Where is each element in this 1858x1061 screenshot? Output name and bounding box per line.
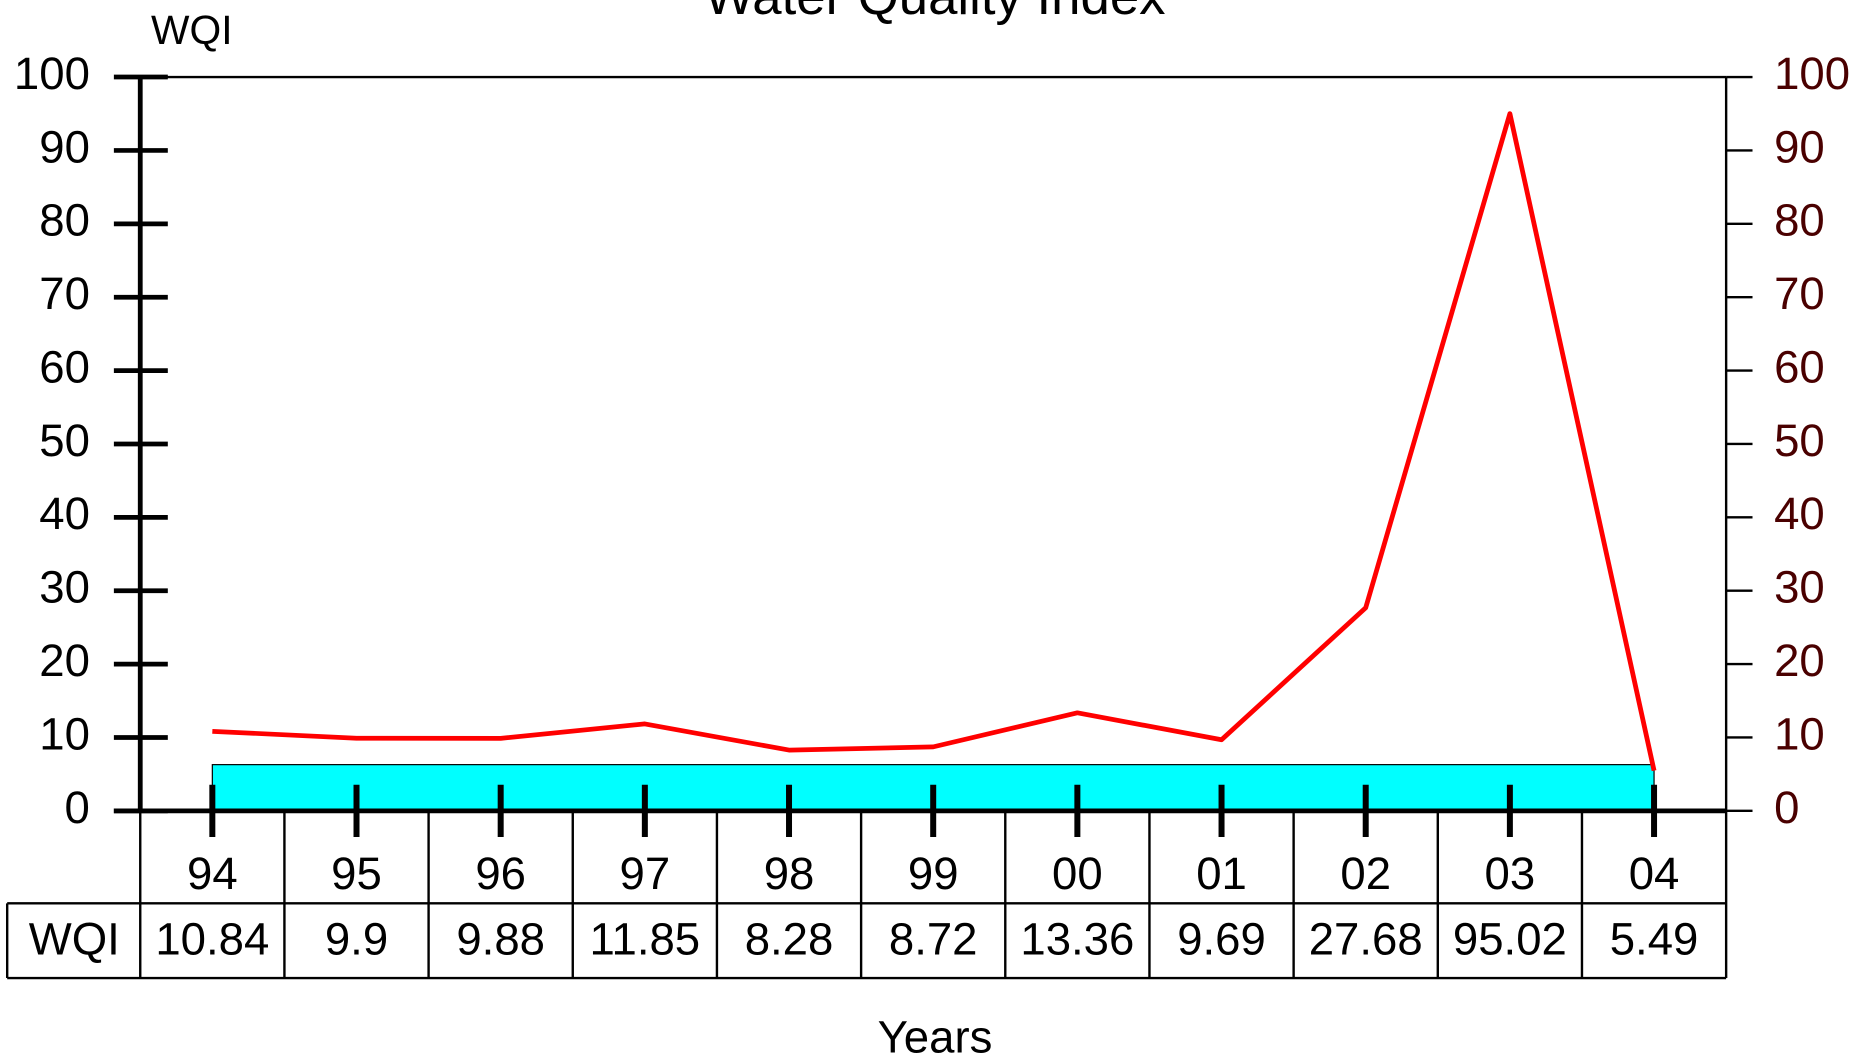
y-tick-label: 100	[14, 48, 90, 99]
x-tick-label: 95	[331, 848, 382, 899]
y-tick-label: 50	[39, 415, 90, 466]
y2-tick-label: 90	[1774, 122, 1825, 173]
x-tick-label: 94	[187, 848, 238, 899]
y-tick-label: 70	[39, 268, 90, 319]
x-tick-label: 97	[620, 848, 671, 899]
table-row-label: WQI	[29, 914, 120, 965]
y2-tick-label: 40	[1774, 488, 1825, 539]
x-tick-label: 01	[1196, 848, 1247, 899]
x-tick-label: 98	[764, 848, 815, 899]
table-value: 13.36	[1020, 914, 1134, 965]
x-tick-label: 03	[1485, 848, 1536, 899]
y2-tick-label: 30	[1774, 562, 1825, 613]
table-value: 10.84	[155, 914, 269, 965]
table-value: 9.88	[456, 914, 545, 965]
data-line	[212, 111, 1657, 772]
y2-tick-label: 70	[1774, 268, 1825, 319]
y2-tick-label: 80	[1774, 195, 1825, 246]
y-tick-label: 90	[39, 122, 90, 173]
y-axis-label: WQI	[151, 7, 232, 53]
y-tick-label: 0	[65, 782, 90, 833]
y2-tick-label: 100	[1774, 48, 1850, 99]
y-tick-label: 30	[39, 562, 90, 613]
x-tick-label: 96	[475, 848, 526, 899]
table-value: 5.49	[1610, 914, 1699, 965]
y2-tick-label: 20	[1774, 635, 1825, 686]
y-tick-label: 40	[39, 488, 90, 539]
y2-tick-label: 50	[1774, 415, 1825, 466]
y2-tick-label: 10	[1774, 709, 1825, 760]
table-value: 8.28	[745, 914, 834, 965]
x-axis-label: Years	[878, 1012, 993, 1061]
table-value: 11.85	[590, 914, 701, 965]
x-tick-label: 04	[1629, 848, 1680, 899]
x-tick-label: 99	[908, 848, 959, 899]
x-tick-label: 02	[1340, 848, 1391, 899]
y-tick-label: 60	[39, 342, 90, 393]
table-value: 95.02	[1453, 914, 1567, 965]
table-value: 9.69	[1177, 914, 1266, 965]
y2-tick-label: 0	[1774, 782, 1799, 833]
table-value: 8.72	[889, 914, 978, 965]
chart-title: Water Quality Index	[704, 0, 1165, 26]
table-value: 27.68	[1309, 914, 1423, 965]
y-tick-label: 20	[39, 635, 90, 686]
x-tick-label: 00	[1052, 848, 1103, 899]
y-tick-label: 80	[39, 195, 90, 246]
y2-tick-label: 60	[1774, 342, 1825, 393]
y-tick-label: 10	[39, 709, 90, 760]
table-value: 9.9	[325, 914, 388, 965]
